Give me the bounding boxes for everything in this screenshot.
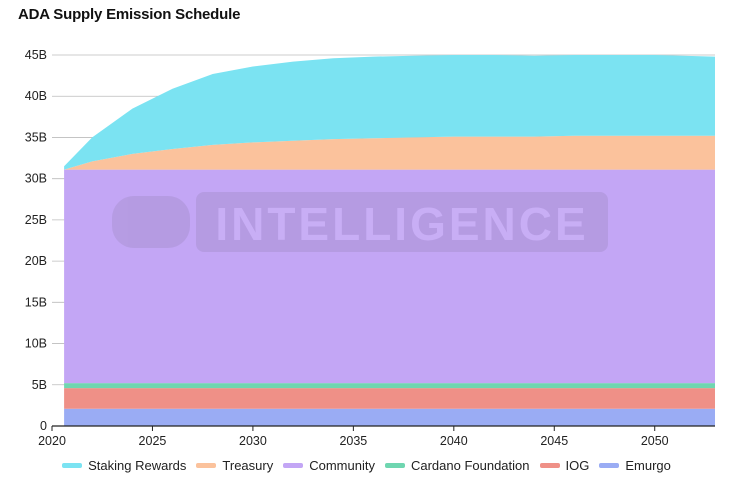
watermark-badge — [196, 192, 608, 252]
x-tick-label: 2025 — [139, 434, 167, 448]
legend-label: Community — [309, 458, 375, 473]
area-emurgo — [64, 408, 716, 426]
area-treasury — [64, 135, 716, 170]
y-tick-label: 15B — [25, 295, 47, 309]
x-tick-label: 2035 — [339, 434, 367, 448]
legend-item-cardano-foundation[interactable]: Cardano Foundation — [384, 458, 530, 473]
watermark-logo-icon — [112, 196, 190, 248]
legend-swatch — [599, 463, 620, 468]
x-tick-label: 2040 — [440, 434, 468, 448]
chart-title: ADA Supply Emission Schedule — [18, 6, 241, 23]
area-iog — [64, 388, 716, 409]
axes: 0 5B 10B 15B 20B 25B 30B 35B 40B 45B 2020 2025 2030 2… — [25, 48, 715, 448]
legend-item-treasury[interactable]: Treasury — [196, 458, 273, 473]
legend-swatch — [283, 463, 304, 468]
legend-swatch — [384, 463, 405, 468]
y-tick-label: 35B — [25, 130, 47, 144]
legend-label: Treasury — [222, 458, 274, 473]
y-tick-label: 10B — [25, 337, 47, 351]
legend-label: Cardano Foundation — [410, 458, 530, 473]
legend-swatch — [539, 463, 560, 468]
legend-item-emurgo[interactable]: Emurgo — [599, 458, 671, 473]
legend-swatch — [62, 463, 83, 468]
legend-label: IOG — [565, 458, 590, 473]
stacked-areas — [64, 55, 716, 426]
y-tick-label: 25B — [25, 213, 47, 227]
y-tick-label: 5B — [32, 378, 47, 392]
y-tick-label: 30B — [25, 172, 47, 186]
watermark: INTELLIGENCE — [112, 192, 608, 252]
legend: Staking Rewards Treasury Community Cardano … — [0, 458, 733, 473]
watermark-text: INTELLIGENCE — [215, 198, 588, 250]
y-tick-label: 20B — [25, 254, 47, 268]
legend-item-staking-rewards[interactable]: Staking Rewards — [62, 458, 186, 473]
x-tick-label: 2020 — [38, 434, 66, 448]
legend-label: Emurgo — [625, 458, 671, 473]
legend-item-iog[interactable]: IOG — [539, 458, 590, 473]
legend-item-community[interactable]: Community — [283, 458, 375, 473]
area-cardano-foundation — [64, 383, 716, 389]
y-tick-label: 0 — [40, 419, 47, 433]
legend-label: Staking Rewards — [88, 458, 187, 473]
x-tick-label: 2030 — [239, 434, 267, 448]
area-community — [64, 169, 716, 384]
y-tick-label: 40B — [25, 89, 47, 103]
area-staking-rewards — [64, 55, 716, 170]
x-tick-label: 2045 — [540, 434, 568, 448]
x-tick-label: 2050 — [641, 434, 669, 448]
legend-swatch — [196, 463, 217, 468]
y-tick-label: 45B — [25, 48, 47, 62]
